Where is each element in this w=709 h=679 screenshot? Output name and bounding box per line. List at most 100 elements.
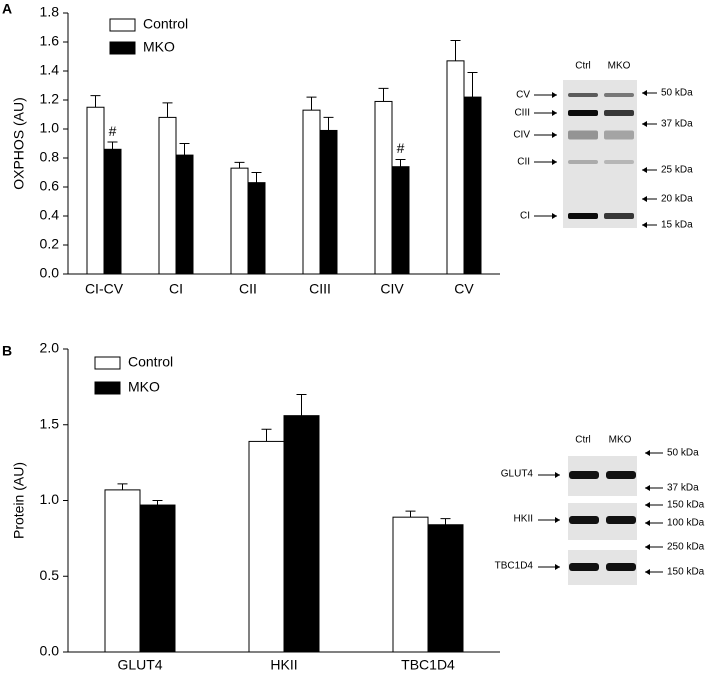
band-label: CIV [513,130,530,141]
x-tick-label: CII [239,281,257,297]
y-tick-label: 1.8 [40,4,60,20]
arrow-head [642,222,647,228]
band-label: CV [516,90,530,101]
error-bar [251,172,262,183]
arrow-head [645,569,650,575]
y-tick-label: 0.6 [40,178,60,194]
legend-label: Control [128,354,173,370]
band-label: CI [520,211,530,222]
marker-label: 20 kDa [661,194,693,205]
marker-label: 100 kDa [667,518,705,529]
marker-label: 25 kDa [661,165,693,176]
arrow-head [645,485,650,491]
legend-swatch [109,41,136,55]
arrow-head [642,196,647,202]
error-bar [261,428,272,442]
marker-label: 250 kDa [667,542,705,553]
y-tick-label: 0.2 [40,236,60,252]
marker-label: 150 kDa [667,500,705,511]
bar [103,148,122,275]
error-bar [90,95,101,108]
band-label: TBC1D4 [495,561,534,572]
error-bar [152,500,163,506]
error-bar [117,483,128,490]
y-tick-label: 1.0 [40,491,60,507]
blot-image [563,80,637,228]
error-bar [440,518,451,525]
marker-label: 37 kDa [661,119,693,130]
blot-band [568,110,598,116]
y-tick-label: 2.0 [40,340,60,356]
arrow-head [552,213,557,219]
bar [374,100,393,275]
arrow-head [642,90,647,96]
band-label: HKII [514,514,533,525]
lane-label: MKO [609,435,632,446]
legend-label: Control [143,16,188,32]
error-bar [323,116,334,131]
band-label: CIII [514,108,530,119]
error-bar [378,87,389,102]
x-tick-label: CI-CV [85,281,124,297]
y-tick-label: 1.2 [40,91,60,107]
annotation: # [109,123,117,139]
marker-label: 50 kDa [661,88,693,99]
blot-band [606,516,636,524]
error-bar [306,96,317,111]
bar [302,109,321,275]
lane-label: Ctrl [575,61,591,72]
error-bar [467,71,478,98]
arrow-head [555,472,560,478]
error-bar [179,143,190,156]
y-axis-label: OXPHOS (AU) [11,97,27,190]
arrow-head [552,132,557,138]
bar [427,524,464,653]
arrow-head [645,544,650,550]
x-tick-label: CI [169,281,183,297]
bar [247,182,266,275]
legend-label: MKO [143,39,175,55]
y-tick-label: 1.4 [40,62,60,78]
bar [446,60,465,275]
bar [104,489,141,653]
error-bar [107,141,118,150]
arrow-head [552,110,557,116]
y-tick-label: 0.5 [40,567,60,583]
bar [463,96,482,275]
blot-band [604,93,634,97]
y-tick-label: 0.0 [40,265,60,281]
marker-label: 150 kDa [667,567,705,578]
legend-swatch [109,18,136,32]
marker-label: 15 kDa [661,220,693,231]
x-tick-label: CIV [380,281,404,297]
lane-label: MKO [608,61,631,72]
blot-band [568,160,598,164]
bar [319,129,338,275]
bar [86,106,105,275]
legend-swatch [94,356,121,370]
y-tick-label: 0.0 [40,643,60,659]
bar [248,440,285,653]
blot-band [604,130,634,140]
error-bar [395,158,406,167]
blot-band [568,93,598,97]
blot-band [569,516,599,524]
bar [158,116,177,275]
x-tick-label: HKII [270,657,297,673]
arrow-head [555,564,560,570]
blot-band [568,130,598,140]
blot-band [568,213,598,219]
bar [392,516,429,653]
y-tick-label: 0.4 [40,207,60,223]
arrow-head [555,517,560,523]
error-bar [450,40,461,61]
blot-band [604,213,634,219]
arrow-head [642,167,647,173]
bar [391,166,410,275]
lane-label: Ctrl [575,435,591,446]
blot-band [604,110,634,116]
band-label: GLUT4 [501,469,534,480]
arrow-head [645,502,650,508]
blot-band [604,160,634,164]
